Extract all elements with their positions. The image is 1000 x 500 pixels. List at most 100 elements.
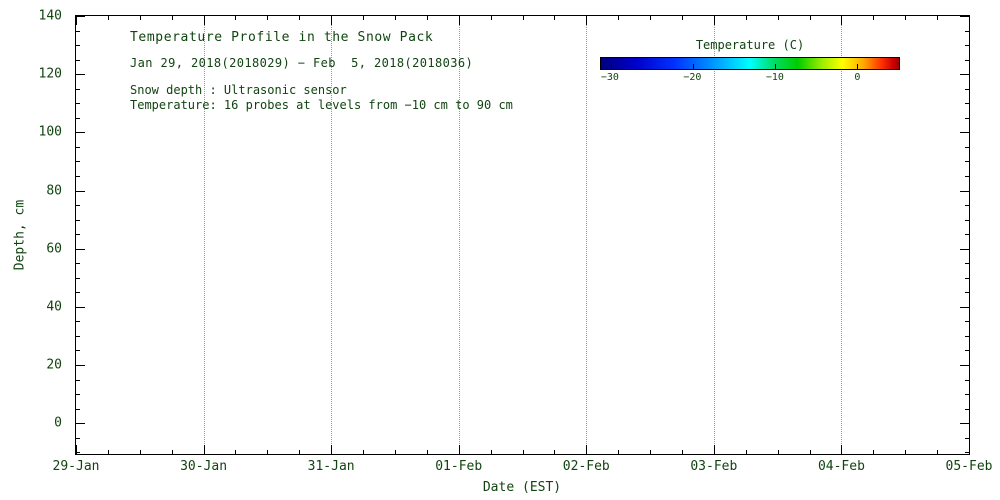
x-minor-tick bbox=[809, 16, 811, 20]
x-minor-tick bbox=[235, 16, 237, 20]
gridline-vertical bbox=[586, 16, 588, 454]
x-major-tick bbox=[969, 445, 970, 454]
y-minor-tick bbox=[76, 161, 80, 163]
y-minor-tick bbox=[965, 117, 969, 119]
y-minor-tick bbox=[965, 88, 969, 90]
x-minor-tick bbox=[394, 450, 396, 454]
x-minor-tick bbox=[618, 16, 620, 20]
x-tick-label: 01-Feb bbox=[435, 459, 483, 474]
x-minor-tick bbox=[299, 16, 301, 20]
y-major-tick bbox=[76, 190, 85, 192]
x-minor-tick bbox=[522, 450, 524, 454]
y-minor-tick bbox=[76, 394, 80, 396]
x-minor-tick bbox=[267, 16, 269, 20]
x-minor-tick bbox=[554, 450, 556, 454]
chart-title: Temperature Profile in the Snow Pack bbox=[130, 30, 434, 45]
annotation-temperature-probes: Temperature: 16 probes at levels from −1… bbox=[130, 98, 513, 112]
y-major-tick bbox=[76, 423, 85, 425]
x-minor-tick bbox=[139, 450, 141, 454]
x-minor-tick bbox=[235, 450, 237, 454]
y-minor-tick bbox=[76, 437, 80, 439]
y-minor-tick bbox=[76, 277, 80, 279]
x-minor-tick bbox=[873, 16, 875, 20]
x-minor-tick bbox=[107, 450, 109, 454]
x-tick-label: 05-Feb bbox=[945, 459, 993, 474]
x-minor-tick bbox=[745, 16, 747, 20]
x-major-tick bbox=[203, 16, 205, 25]
y-minor-tick bbox=[965, 350, 969, 352]
y-minor-tick bbox=[76, 234, 80, 236]
x-minor-tick bbox=[107, 16, 109, 20]
y-minor-tick bbox=[76, 205, 80, 207]
y-minor-tick bbox=[76, 452, 80, 454]
colorbar-tick-label: 0 bbox=[854, 72, 861, 83]
x-minor-tick bbox=[650, 450, 652, 454]
x-axis-title: Date (EST) bbox=[482, 480, 562, 495]
y-minor-tick bbox=[965, 437, 969, 439]
x-minor-tick bbox=[139, 16, 141, 20]
y-major-tick bbox=[960, 74, 969, 76]
x-major-tick bbox=[203, 445, 205, 454]
y-minor-tick bbox=[965, 45, 969, 47]
x-minor-tick bbox=[394, 16, 396, 20]
x-tick-label: 30-Jan bbox=[180, 459, 228, 474]
y-minor-tick bbox=[76, 292, 80, 294]
x-tick-label: 31-Jan bbox=[307, 459, 355, 474]
y-minor-tick bbox=[76, 103, 80, 105]
x-tick-label: 03-Feb bbox=[690, 459, 738, 474]
x-minor-tick bbox=[363, 16, 365, 20]
y-minor-tick bbox=[965, 161, 969, 163]
x-minor-tick bbox=[809, 450, 811, 454]
x-major-tick bbox=[713, 445, 715, 454]
y-minor-tick bbox=[76, 408, 80, 410]
x-major-tick bbox=[458, 445, 460, 454]
x-minor-tick bbox=[681, 16, 683, 20]
y-minor-tick bbox=[965, 205, 969, 207]
y-minor-tick bbox=[76, 219, 80, 221]
y-major-tick bbox=[960, 423, 969, 425]
colorbar-tick-label: −10 bbox=[765, 72, 784, 83]
y-minor-tick bbox=[76, 350, 80, 352]
x-major-tick bbox=[841, 445, 843, 454]
x-minor-tick bbox=[937, 16, 939, 20]
y-minor-tick bbox=[965, 234, 969, 236]
gridline-vertical bbox=[841, 16, 843, 454]
y-minor-tick bbox=[76, 117, 80, 119]
y-major-tick bbox=[960, 132, 969, 134]
colorbar-tick bbox=[610, 64, 612, 69]
y-major-tick bbox=[76, 248, 85, 250]
colorbar-tick bbox=[692, 64, 694, 69]
x-minor-tick bbox=[650, 16, 652, 20]
x-tick-label: 04-Feb bbox=[817, 459, 865, 474]
x-minor-tick bbox=[618, 450, 620, 454]
x-minor-tick bbox=[905, 16, 907, 20]
y-minor-tick bbox=[76, 263, 80, 265]
y-major-tick bbox=[76, 132, 85, 134]
y-minor-tick bbox=[965, 103, 969, 105]
y-major-tick bbox=[960, 248, 969, 250]
x-minor-tick bbox=[554, 16, 556, 20]
colorbar-tick-label: −30 bbox=[600, 72, 619, 83]
gridline-vertical bbox=[331, 16, 333, 454]
x-minor-tick bbox=[681, 450, 683, 454]
y-major-tick bbox=[76, 306, 85, 308]
x-minor-tick bbox=[777, 450, 779, 454]
x-minor-tick bbox=[490, 16, 492, 20]
x-minor-tick bbox=[426, 450, 428, 454]
y-minor-tick bbox=[965, 30, 969, 32]
x-major-tick bbox=[331, 16, 333, 25]
y-major-tick bbox=[76, 365, 85, 366]
y-minor-tick bbox=[965, 335, 969, 337]
y-minor-tick bbox=[965, 321, 969, 323]
y-major-tick bbox=[960, 365, 969, 366]
y-minor-tick bbox=[76, 379, 80, 381]
y-minor-tick bbox=[965, 379, 969, 381]
x-major-tick bbox=[586, 16, 588, 25]
x-minor-tick bbox=[426, 16, 428, 20]
gridline-vertical bbox=[458, 16, 460, 454]
y-major-tick bbox=[960, 190, 969, 192]
y-minor-tick bbox=[76, 146, 80, 148]
x-minor-tick bbox=[905, 450, 907, 454]
x-minor-tick bbox=[522, 16, 524, 20]
y-minor-tick bbox=[965, 277, 969, 279]
